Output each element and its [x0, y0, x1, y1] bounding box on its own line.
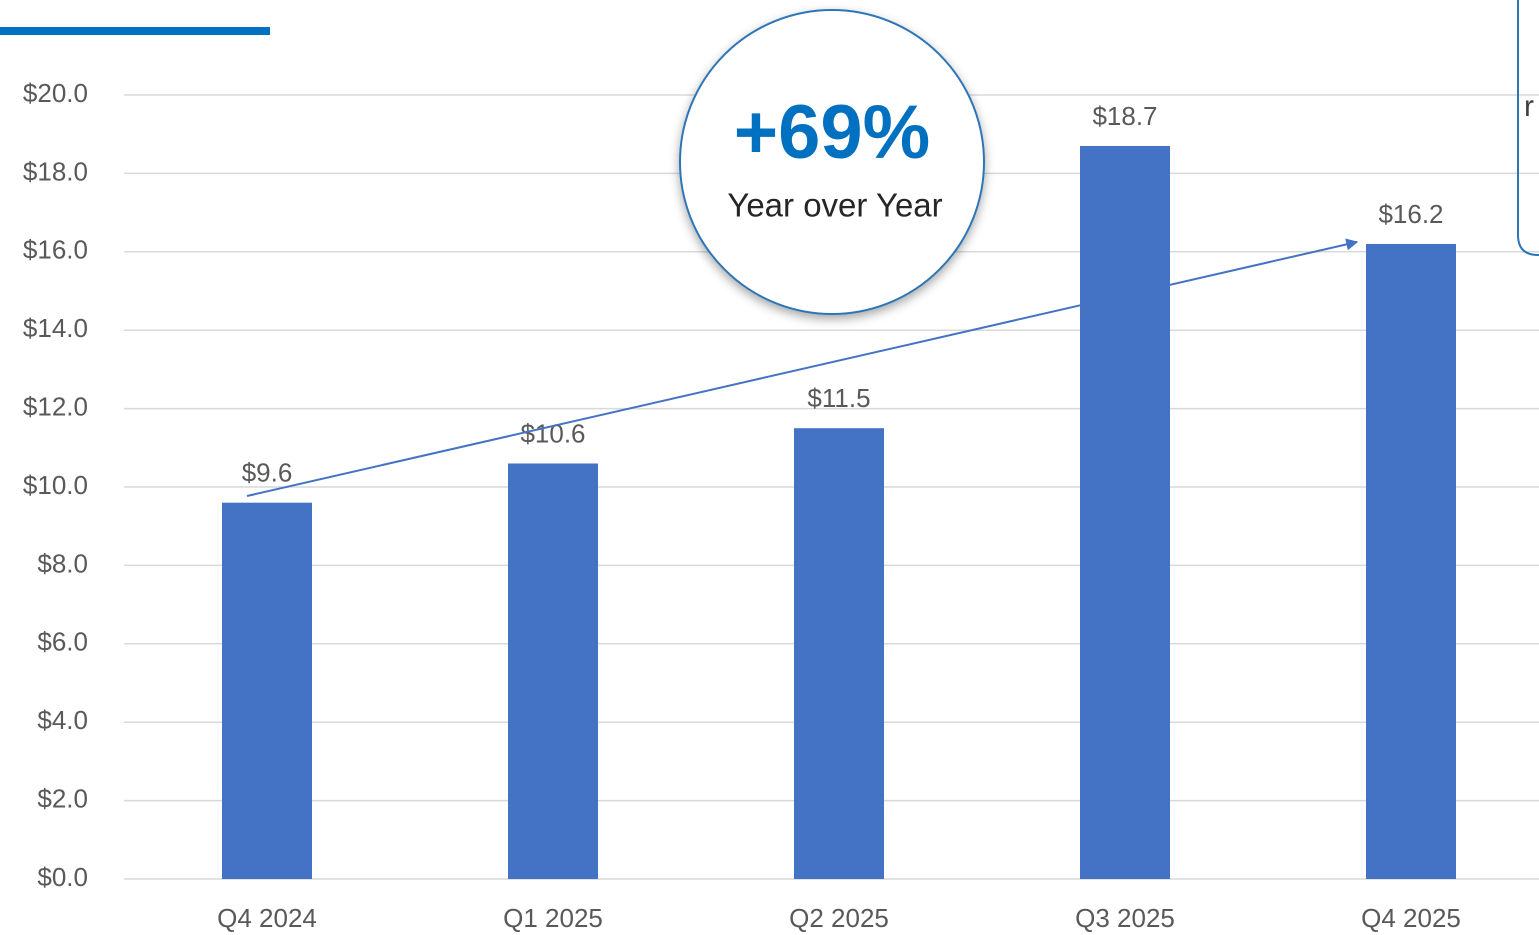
y-tick-label: $0.0 [37, 862, 88, 892]
value-label: $16.2 [1378, 199, 1443, 229]
value-label: $9.6 [242, 458, 293, 488]
y-tick-label: $20.0 [23, 78, 88, 108]
title-underline [0, 27, 270, 35]
y-tick-label: $4.0 [37, 705, 88, 735]
plot-area: $0.0 $2.0 $4.0 $6.0 $8.0 $10.0 $12.0 $14.0 $16.0… [23, 78, 1539, 933]
side-box [1517, 0, 1539, 256]
value-label: $18.7 [1092, 101, 1157, 131]
y-tick-label: $18.0 [23, 156, 88, 186]
trend-arrow [246, 238, 1359, 497]
value-label: $10.6 [520, 418, 585, 448]
x-tick-label: Q1 2025 [503, 903, 603, 933]
y-tick-label: $12.0 [23, 391, 88, 421]
callout-value: +69% [734, 90, 931, 175]
bar [1080, 145, 1170, 879]
y-tick-label: $2.0 [37, 783, 88, 813]
y-tick-label: $6.0 [37, 627, 88, 657]
bar [222, 502, 312, 879]
x-tick-label: Q4 2025 [1361, 903, 1461, 933]
y-tick-label: $8.0 [37, 548, 88, 578]
callout-circle [679, 9, 985, 315]
x-tick-label: Q4 2024 [217, 903, 317, 933]
bar [794, 428, 884, 879]
bar [508, 463, 598, 879]
y-tick-label: $16.0 [23, 235, 88, 265]
value-label: $11.5 [807, 383, 870, 413]
x-tick-label: Q3 2025 [1075, 903, 1175, 933]
side-note: r [1524, 90, 1534, 123]
x-tick-label: Q2 2025 [789, 903, 889, 933]
y-tick-label: $10.0 [23, 470, 88, 500]
bar [1366, 243, 1456, 879]
callout-caption: Year over Year [727, 187, 942, 224]
y-tick-label: $14.0 [23, 313, 88, 343]
